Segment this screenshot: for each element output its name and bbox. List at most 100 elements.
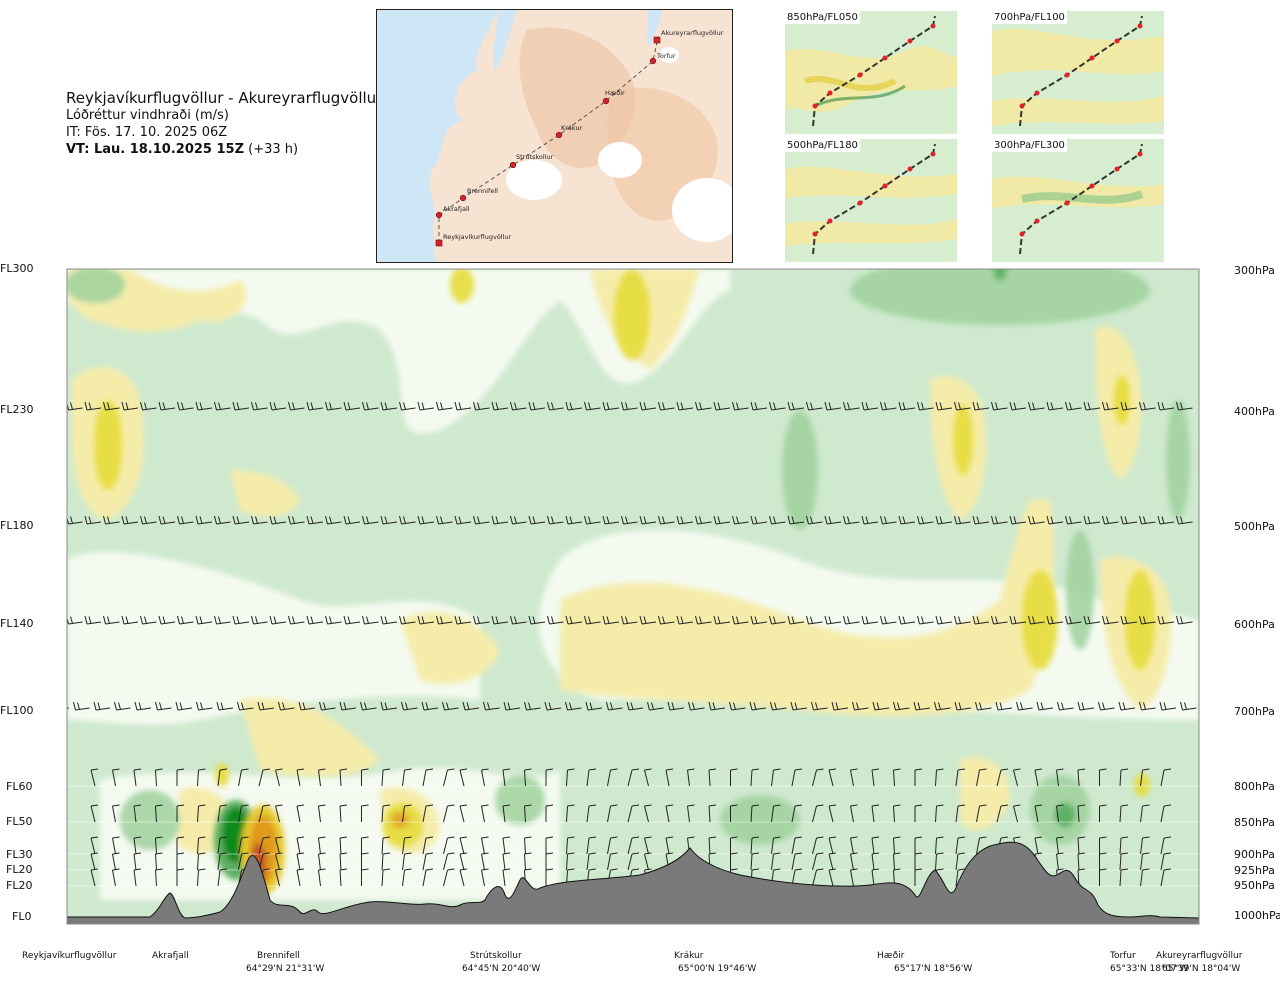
wind-barb bbox=[1119, 836, 1129, 855]
wind-barb bbox=[281, 269, 287, 270]
wind-barb bbox=[73, 701, 90, 711]
location-coord: 65°17'N 18°56'W bbox=[894, 964, 973, 974]
map-label-akrafjall: Akrafjall bbox=[443, 205, 470, 213]
mini-map-500-graphic bbox=[785, 139, 957, 262]
route-map[interactable]: Akureyrarflugvöllur Torfur Hæðir Krákur … bbox=[376, 9, 733, 263]
wind-barb bbox=[791, 836, 803, 855]
wind-barb bbox=[929, 269, 934, 270]
wind-barb bbox=[422, 768, 434, 787]
wind-barb bbox=[545, 768, 554, 786]
wind-barb bbox=[639, 401, 657, 411]
map-point-torfur bbox=[649, 57, 657, 65]
location-label: Hæðir bbox=[877, 951, 905, 961]
wind-barb bbox=[401, 701, 418, 711]
wind-barb bbox=[381, 852, 391, 871]
mini-map-850[interactable]: 850hPa/FL050 bbox=[785, 11, 957, 134]
wind-barb bbox=[422, 836, 434, 855]
wind-barb bbox=[687, 768, 695, 787]
wind-barb bbox=[176, 868, 185, 886]
wind-barb bbox=[1160, 868, 1172, 887]
wind-barb bbox=[976, 804, 987, 823]
wind-barb bbox=[436, 515, 453, 525]
wind-barb bbox=[175, 701, 193, 711]
wind-barb bbox=[607, 804, 618, 823]
wind-barb bbox=[627, 804, 640, 823]
wind-barb bbox=[917, 515, 934, 525]
wind-barb bbox=[750, 836, 760, 855]
valid-time: VT: Lau. 18.10.2025 15Z (+33 h) bbox=[66, 141, 382, 158]
wind-barb bbox=[607, 852, 618, 871]
wind-barb bbox=[852, 701, 869, 711]
wind-barb bbox=[133, 768, 142, 787]
wind-barb bbox=[491, 515, 509, 525]
mini-map-500[interactable]: 500hPa/FL180 bbox=[785, 139, 957, 262]
wind-barb bbox=[296, 804, 305, 823]
wind-barb bbox=[195, 401, 213, 411]
wind-barb bbox=[935, 515, 953, 525]
wind-barb bbox=[155, 836, 163, 855]
wind-barb bbox=[713, 615, 731, 625]
wind-barb bbox=[306, 615, 324, 625]
wind-barb bbox=[258, 768, 271, 787]
wind-barb bbox=[824, 515, 842, 525]
wind-barb bbox=[602, 401, 620, 411]
wind-barb bbox=[850, 868, 858, 887]
wind-barb bbox=[244, 269, 250, 270]
wind-barb bbox=[275, 868, 283, 887]
wind-barb bbox=[454, 401, 472, 411]
wind-barb bbox=[730, 852, 738, 870]
wind-barb bbox=[380, 515, 398, 525]
wind-barb bbox=[658, 401, 675, 411]
wind-barb bbox=[510, 615, 527, 625]
wind-barb bbox=[115, 269, 120, 270]
wind-barb bbox=[1095, 269, 1101, 270]
wind-barb bbox=[134, 701, 152, 711]
wind-barb bbox=[1003, 269, 1008, 270]
wind-barb bbox=[232, 615, 250, 625]
wind-barb bbox=[850, 836, 858, 855]
location-label: Akureyrarflugvöllur bbox=[1156, 951, 1243, 961]
wind-barb bbox=[155, 868, 163, 887]
wind-barb bbox=[195, 515, 213, 525]
wind-barb bbox=[584, 515, 601, 525]
wind-barb bbox=[1077, 269, 1082, 270]
wind-barb bbox=[730, 804, 738, 822]
wind-barb bbox=[843, 615, 860, 625]
wind-barb bbox=[133, 868, 142, 887]
hpa-label: 400hPa bbox=[1234, 405, 1275, 418]
wind-barb bbox=[133, 269, 139, 270]
wind-barb bbox=[1151, 269, 1156, 270]
wind-barb bbox=[935, 768, 944, 787]
wind-barb bbox=[257, 701, 275, 711]
wind-barb bbox=[1057, 701, 1074, 711]
wind-barb bbox=[421, 701, 439, 711]
wind-barb bbox=[871, 768, 880, 787]
hpa-label: 500hPa bbox=[1234, 520, 1275, 533]
wind-barb bbox=[1065, 401, 1082, 411]
location-coord: 65°00'N 19°46'W bbox=[678, 964, 757, 974]
wind-barb bbox=[197, 852, 206, 871]
wind-barb bbox=[466, 269, 472, 270]
wind-barb bbox=[422, 868, 434, 887]
wind-barb bbox=[1176, 615, 1193, 625]
mini-map-300[interactable]: 300hPa/FL300 bbox=[992, 139, 1164, 262]
wind-barb bbox=[510, 401, 527, 411]
wind-barb bbox=[318, 269, 324, 270]
wind-barb bbox=[59, 261, 75, 269]
wind-barb bbox=[491, 615, 509, 625]
wind-barb bbox=[381, 868, 391, 887]
wind-barb bbox=[443, 768, 455, 787]
wind-barb bbox=[361, 804, 369, 822]
wind-barb bbox=[1083, 515, 1101, 525]
location-coord: 65°33'N 18°07'W bbox=[1110, 964, 1189, 974]
wind-barb bbox=[1102, 401, 1119, 411]
mini-map-700[interactable]: 700hPa/FL100 bbox=[992, 11, 1164, 134]
wind-barb bbox=[824, 615, 842, 625]
mini-map-700-graphic bbox=[992, 11, 1164, 134]
wind-barb bbox=[1034, 804, 1043, 823]
wind-barb bbox=[296, 836, 305, 855]
wind-barb bbox=[806, 401, 823, 411]
wind-barb bbox=[935, 401, 953, 411]
wind-barb bbox=[602, 615, 620, 625]
wind-barb bbox=[1157, 515, 1175, 525]
